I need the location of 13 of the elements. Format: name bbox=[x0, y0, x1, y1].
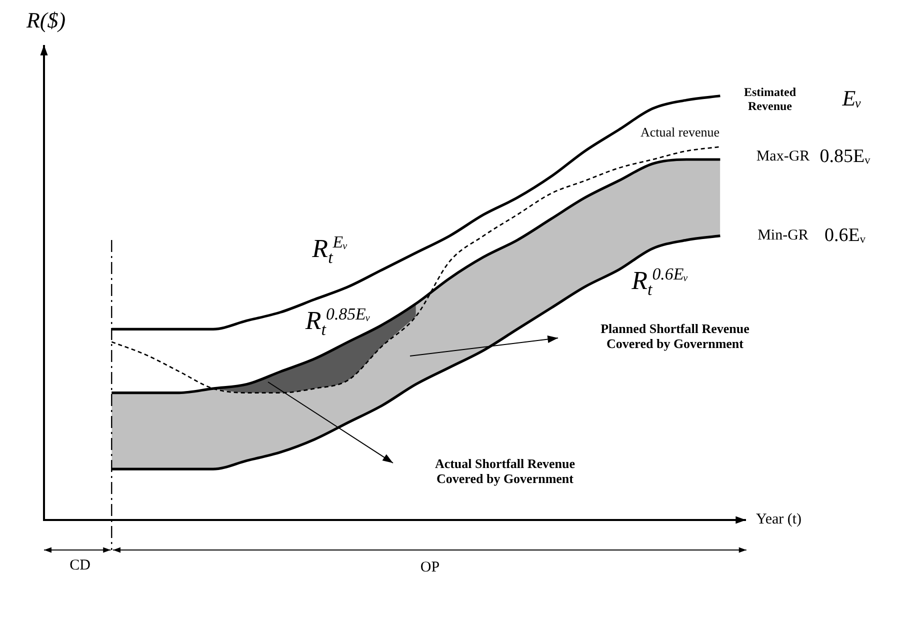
text: Max-GR bbox=[756, 148, 810, 166]
text: Min-GR bbox=[758, 227, 808, 245]
text: CD bbox=[70, 557, 90, 575]
x-axis-title: Year (t) bbox=[756, 511, 802, 529]
series-label: Actual revenue bbox=[640, 124, 720, 140]
annotation: Actual Shortfall Revenue Covered by Government bbox=[434, 456, 576, 487]
y-axis-title: R($) bbox=[26, 7, 66, 33]
text: Eᵥ bbox=[842, 85, 862, 111]
text: 0.6Eᵥ bbox=[824, 225, 866, 247]
text: Estimated Revenue bbox=[743, 85, 797, 114]
annotation: Planned Shortfall Revenue Covered by Government bbox=[600, 321, 750, 352]
text: 0.85Eᵥ bbox=[820, 146, 870, 168]
text: OP bbox=[420, 559, 440, 577]
